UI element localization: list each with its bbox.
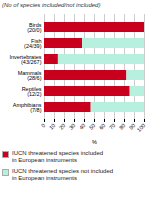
svg-text:60: 60: [98, 122, 107, 131]
svg-text:30: 30: [68, 122, 77, 131]
svg-text:Fish(24/39): Fish(24/39): [24, 38, 42, 50]
svg-text:Amphibians(7/8): Amphibians(7/8): [13, 102, 42, 114]
svg-text:40: 40: [78, 122, 87, 131]
svg-text:100: 100: [136, 122, 147, 133]
svg-text:0: 0: [40, 122, 46, 128]
svg-text:50: 50: [88, 122, 97, 131]
svg-text:10: 10: [48, 122, 57, 131]
svg-text:70: 70: [108, 122, 117, 131]
svg-text:20: 20: [58, 122, 67, 131]
svg-text:Invertebrates(43/267): Invertebrates(43/267): [9, 54, 41, 66]
svg-text:Birds(20/0): Birds(20/0): [27, 22, 42, 34]
svg-text:Reptiles(12/2): Reptiles(12/2): [22, 86, 42, 98]
html-text:IUCN threatened species includ: IUCN threatened species included in Euro…: [12, 150, 104, 164]
html-text:IUCN threatened species not in: IUCN threatened species not included in …: [12, 167, 114, 181]
svg-text:90: 90: [127, 122, 137, 131]
svg-text:%: %: [92, 139, 97, 145]
svg-text:80: 80: [118, 122, 127, 131]
svg-text:Mammals(28/6): Mammals(28/6): [18, 70, 42, 82]
html-text:(No of species included/not in: (No of species included/not included): [2, 2, 101, 8]
